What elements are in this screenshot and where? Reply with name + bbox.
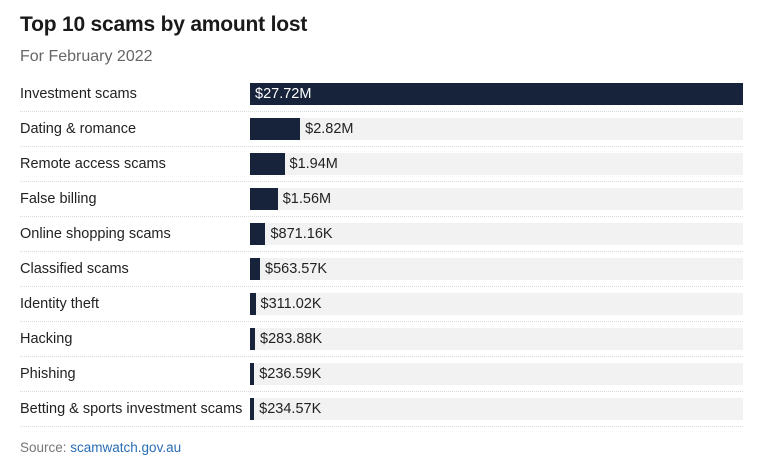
bar-track	[250, 293, 743, 315]
category-label: Hacking	[20, 331, 73, 347]
bar-track	[250, 328, 743, 350]
row-divider	[20, 426, 743, 427]
row-divider	[20, 111, 743, 112]
bar-row: Dating & romance $2.82M	[20, 112, 743, 147]
row-divider	[20, 251, 743, 252]
chart-title: Top 10 scams by amount lost	[20, 13, 308, 36]
bar-track	[250, 153, 743, 175]
bar-row: Investment scams $27.72M	[20, 77, 743, 112]
bar	[250, 223, 266, 245]
category-label: Phishing	[20, 366, 76, 382]
bar-row: Hacking $283.88K	[20, 322, 743, 357]
value-label: $1.94M	[289, 156, 338, 172]
bar-track	[250, 118, 743, 140]
bar	[250, 153, 285, 175]
category-label: Classified scams	[20, 261, 129, 277]
bar-track	[250, 363, 743, 385]
bar-track	[250, 398, 743, 420]
bar-row: Betting & sports investment scams $234.57…	[20, 392, 743, 427]
bar	[250, 188, 278, 210]
value-label: $283.88K	[260, 331, 323, 347]
row-divider	[20, 321, 743, 322]
row-divider	[20, 146, 743, 147]
value-label: $2.82M	[305, 121, 354, 137]
row-divider	[20, 391, 743, 392]
bar-row: Phishing $236.59K	[20, 357, 743, 392]
source-note: Source: scamwatch.gov.au	[20, 440, 181, 455]
value-label: $234.57K	[259, 401, 322, 417]
row-divider	[20, 356, 743, 357]
bar-track	[250, 258, 743, 280]
source-label: Source:	[20, 440, 71, 455]
bar-row: False billing $1.56M	[20, 182, 743, 217]
chart-subtitle: For February 2022	[20, 48, 153, 65]
bar-row: Online shopping scams $871.16K	[20, 217, 743, 252]
value-label: $563.57K	[265, 261, 328, 277]
bar-row: Remote access scams $1.94M	[20, 147, 743, 182]
bar-row: Classified scams $563.57K	[20, 252, 743, 287]
category-label: Online shopping scams	[20, 226, 171, 242]
row-divider	[20, 216, 743, 217]
category-label: Dating & romance	[20, 121, 137, 137]
category-label: Betting & sports investment scams	[20, 401, 243, 417]
row-divider	[20, 181, 743, 182]
bar	[250, 363, 255, 385]
value-label: $27.72M	[255, 86, 312, 102]
value-label: $1.56M	[282, 191, 332, 207]
category-label: Identity theft	[20, 296, 99, 312]
category-label: Remote access scams	[20, 156, 166, 172]
bar	[250, 328, 256, 350]
bar	[250, 293, 256, 315]
category-label: False billing	[20, 191, 97, 207]
category-label: Investment scams	[20, 86, 137, 102]
value-label: $871.16K	[270, 226, 333, 242]
bar-track	[250, 223, 743, 245]
value-label: $236.59K	[259, 366, 322, 382]
bar-row: Identity theft $311.02K	[20, 287, 743, 322]
bar	[250, 83, 743, 105]
value-label: $311.02K	[260, 296, 322, 312]
bar	[250, 258, 261, 280]
bar	[250, 118, 301, 140]
bar-track	[250, 188, 743, 210]
source-link[interactable]: scamwatch.gov.au	[70, 440, 182, 455]
row-divider	[20, 286, 743, 287]
bar	[250, 398, 255, 420]
